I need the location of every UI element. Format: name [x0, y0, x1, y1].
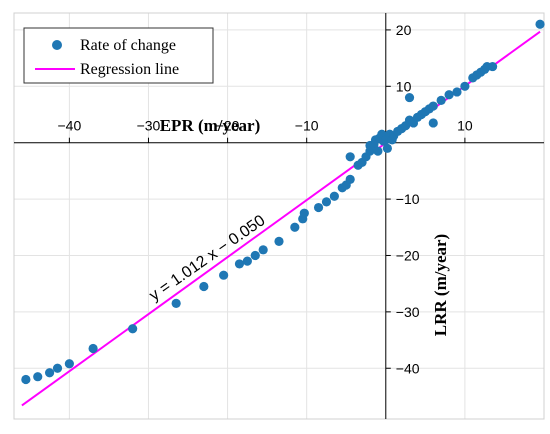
data-point — [329, 191, 339, 201]
data-point — [33, 372, 43, 382]
legend-marker-rate-of-change — [52, 40, 62, 50]
plot-frame — [13, 12, 545, 420]
y-tick-label: 10 — [396, 78, 412, 94]
data-point — [460, 81, 470, 91]
y-tick-label: −10 — [396, 191, 420, 207]
data-point — [428, 118, 438, 128]
legend-label-rate-of-change: Rate of change — [80, 37, 176, 54]
data-point — [234, 259, 245, 269]
data-points — [21, 19, 545, 385]
legend-label-regression-line: Regression line — [80, 61, 179, 78]
y-tick-label: −40 — [396, 360, 420, 376]
data-point — [44, 368, 55, 378]
data-point — [250, 250, 260, 261]
data-point — [171, 298, 181, 309]
data-point — [321, 197, 332, 207]
gridlines — [14, 13, 544, 419]
data-point — [436, 95, 446, 106]
data-point — [258, 245, 268, 255]
data-point — [345, 152, 355, 162]
data-point — [199, 281, 209, 292]
y-tick-labels: 20 10 −10 −20 −30 −40 — [396, 22, 420, 376]
data-point — [313, 202, 324, 213]
data-point — [404, 92, 415, 103]
data-point — [444, 90, 454, 100]
data-point — [382, 143, 392, 153]
data-point — [21, 374, 31, 385]
data-point — [487, 61, 498, 72]
data-point — [52, 363, 63, 373]
legend-box — [23, 27, 214, 84]
data-point — [219, 270, 229, 280]
x-tick-label: −30 — [137, 118, 161, 134]
data-point — [242, 256, 252, 266]
x-tick-labels: −40 −30 −20 −10 10 — [57, 118, 472, 134]
y-axis-label: LRR (m/year) — [431, 234, 450, 336]
axes — [14, 13, 544, 419]
data-point — [290, 222, 300, 232]
data-point — [535, 19, 545, 29]
legend: Rate of change Regression line — [23, 27, 214, 84]
x-tick-label: −20 — [216, 118, 240, 134]
data-point — [299, 208, 309, 218]
data-point — [274, 236, 284, 246]
y-tick-label: −20 — [396, 247, 420, 263]
x-axis-label: EPR (m/year) — [160, 116, 261, 135]
data-point — [373, 146, 383, 156]
x-tick-label: 10 — [457, 118, 473, 134]
y-tick-label: −30 — [396, 304, 420, 320]
y-tick-label: 20 — [396, 22, 412, 38]
x-tick-label: −10 — [295, 118, 319, 134]
data-point — [88, 343, 98, 354]
data-point — [452, 87, 462, 97]
data-point — [428, 101, 438, 111]
x-tick-label: −40 — [57, 118, 81, 134]
data-point — [128, 324, 138, 334]
data-point — [64, 359, 74, 369]
data-point — [345, 174, 355, 184]
